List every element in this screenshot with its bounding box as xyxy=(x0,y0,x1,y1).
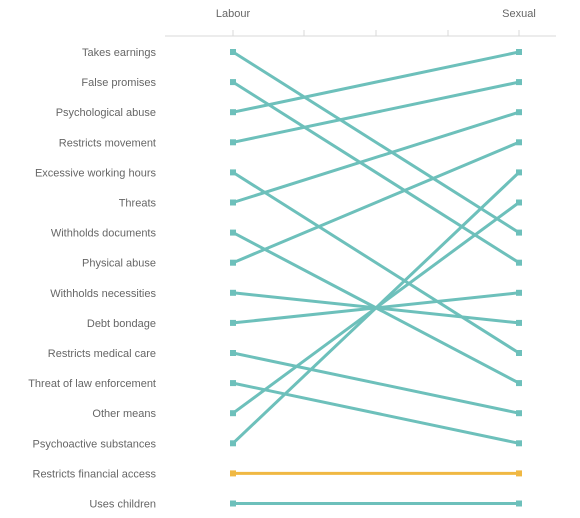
labour-marker-uses-children xyxy=(230,500,236,507)
category-label-other-means: Other means xyxy=(92,408,156,420)
slope-line-excessive-working-hours xyxy=(232,171,520,355)
labour-marker-physical-abuse xyxy=(230,259,236,266)
grid xyxy=(165,30,556,37)
sexual-marker-false-promises xyxy=(516,259,522,266)
labour-marker-restricts-financial-access xyxy=(230,470,236,477)
sexual-marker-physical-abuse xyxy=(516,139,522,146)
slope-line-takes-earnings xyxy=(232,50,520,234)
category-label-withholds-necessities: Withholds necessities xyxy=(50,288,156,300)
labour-marker-withholds-necessities xyxy=(230,289,236,296)
slope-line-false-promises xyxy=(232,80,520,264)
labour-marker-excessive-working-hours xyxy=(230,169,236,176)
sexual-marker-threats xyxy=(516,109,522,116)
column-header-sexual: Sexual xyxy=(502,8,536,20)
category-label-takes-earnings: Takes earnings xyxy=(82,47,156,59)
slope-lines xyxy=(231,50,521,505)
sexual-marker-other-means xyxy=(516,199,522,206)
category-label-excessive-working-hours: Excessive working hours xyxy=(35,167,157,179)
slope-line-psychoactive-substances xyxy=(231,171,521,445)
slope-line-psychological-abuse xyxy=(232,50,520,114)
sexual-marker-restricts-movement xyxy=(516,79,522,86)
category-label-psychoactive-substances: Psychoactive substances xyxy=(32,438,156,450)
category-label-uses-children: Uses children xyxy=(89,499,156,511)
category-label-false-promises: False promises xyxy=(81,77,156,89)
sexual-marker-restricts-financial-access xyxy=(516,470,522,477)
slope-line-threat-of-law-enforcement xyxy=(232,381,520,445)
category-label-threat-of-law-enforcement: Threat of law enforcement xyxy=(28,378,156,390)
sexual-marker-excessive-working-hours xyxy=(516,350,522,356)
labour-marker-psychoactive-substances xyxy=(230,440,236,447)
slope-markers xyxy=(230,49,522,507)
sexual-marker-withholds-documents xyxy=(516,380,522,387)
sexual-marker-restricts-medical-care xyxy=(516,410,522,417)
labour-marker-false-promises xyxy=(230,79,236,86)
labour-marker-other-means xyxy=(230,410,236,417)
slope-line-restricts-movement xyxy=(232,80,520,144)
sexual-marker-uses-children xyxy=(516,500,522,507)
labour-marker-psychological-abuse xyxy=(230,109,236,116)
category-label-physical-abuse: Physical abuse xyxy=(82,258,156,270)
column-header-labour: Labour xyxy=(216,8,251,20)
category-label-debt-bondage: Debt bondage xyxy=(87,318,156,330)
sexual-marker-debt-bondage xyxy=(516,289,522,296)
sexual-marker-takes-earnings xyxy=(516,229,522,236)
category-label-restricts-financial-access: Restricts financial access xyxy=(33,468,157,480)
labour-marker-withholds-documents xyxy=(230,229,236,236)
labour-marker-debt-bondage xyxy=(230,319,236,326)
labour-marker-restricts-movement xyxy=(230,139,236,146)
sexual-marker-withholds-necessities xyxy=(516,319,522,326)
slope-line-restricts-medical-care xyxy=(232,351,520,415)
labour-marker-restricts-medical-care xyxy=(230,350,236,356)
category-label-threats: Threats xyxy=(119,198,157,210)
sexual-marker-threat-of-law-enforcement xyxy=(516,440,522,447)
labour-marker-takes-earnings xyxy=(230,49,236,55)
sexual-marker-psychoactive-substances xyxy=(516,169,522,176)
labour-marker-threat-of-law-enforcement xyxy=(230,380,236,387)
category-label-restricts-medical-care: Restricts medical care xyxy=(48,348,156,360)
category-label-withholds-documents: Withholds documents xyxy=(51,228,157,240)
category-label-restricts-movement: Restricts movement xyxy=(59,137,156,149)
slope-line-threats xyxy=(232,110,520,204)
category-labels: Takes earnings False promises Psychologica… xyxy=(28,47,156,511)
sexual-marker-psychological-abuse xyxy=(516,49,522,55)
category-label-psychological-abuse: Psychological abuse xyxy=(56,107,156,119)
slope-line-physical-abuse xyxy=(232,140,520,265)
labour-marker-threats xyxy=(230,199,236,206)
